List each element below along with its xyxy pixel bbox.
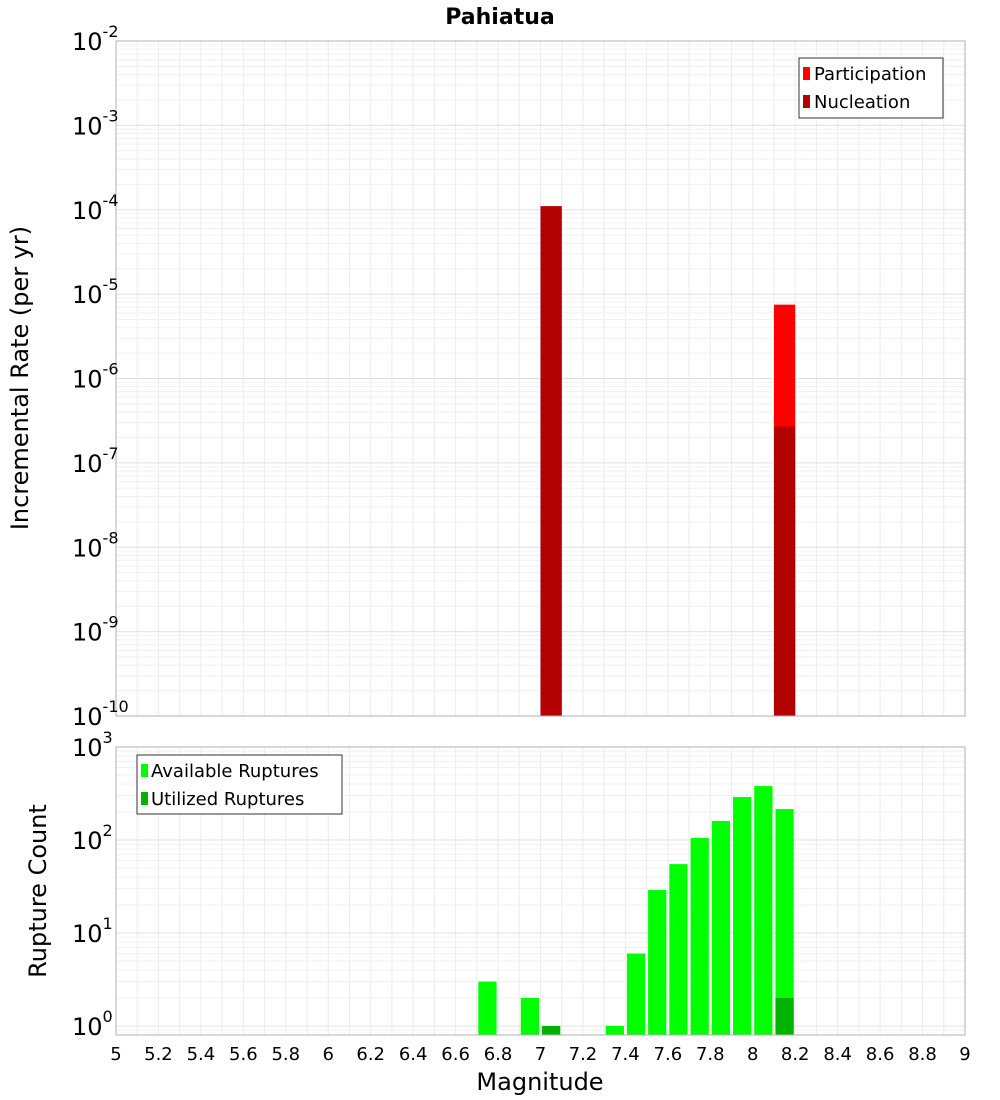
bottom-bar-series1 [669, 864, 688, 1035]
top-bar-series2 [773, 426, 796, 716]
x-tick-label: 7.2 [569, 1044, 598, 1065]
x-tick-label: 5.4 [187, 1044, 216, 1065]
top-legend: Participation Nucleation [798, 57, 944, 119]
chart-title: Pahiatua [445, 5, 554, 30]
bottom-bar-series1 [648, 889, 667, 1035]
x-tick-label: 8 [747, 1044, 758, 1065]
x-tick-label: 8.6 [866, 1044, 895, 1065]
top-y-tick-label: 10-4 [72, 191, 119, 225]
top-bars [540, 206, 796, 716]
x-tick-label: 7.8 [696, 1044, 725, 1065]
x-tick-label: 6.6 [441, 1044, 470, 1065]
bottom-plot-frame [115, 746, 966, 1036]
legend-label-utilized: Utilized Ruptures [151, 789, 304, 810]
x-tick-label: 6 [323, 1044, 334, 1065]
bottom-bar-series1 [520, 997, 539, 1035]
top-y-tick-label: 10-9 [72, 613, 119, 647]
x-tick-label: 6.8 [484, 1044, 513, 1065]
bottom-bar-series2 [542, 1025, 561, 1035]
bottom-bar-series1 [626, 953, 646, 1035]
legend-swatch-nucleation [803, 95, 810, 108]
bottom-bar-series1 [711, 821, 731, 1035]
bottom-bar-series1 [690, 838, 709, 1035]
x-tick-label: 7 [535, 1044, 546, 1065]
bottom-y-tick-label: 102 [72, 821, 113, 855]
top-legend-box [798, 57, 944, 119]
bottom-y-axis-label: Rupture Count [24, 804, 52, 978]
top-y-tick-label: 10-10 [72, 697, 129, 731]
bottom-bar-series1 [754, 786, 773, 1035]
top-y-axis-label: Incremental Rate (per yr) [6, 226, 34, 530]
legend-swatch-utilized [141, 792, 148, 805]
legend-swatch-available [141, 764, 148, 777]
x-tick-label: 5.6 [229, 1044, 258, 1065]
x-tick-label: 6.4 [399, 1044, 428, 1065]
x-tick-label: 8.8 [908, 1044, 937, 1065]
bottom-bar-series1 [733, 796, 752, 1035]
x-tick-label: 5.8 [271, 1044, 300, 1065]
legend-label-available: Available Ruptures [151, 761, 319, 782]
x-tick-label: 8.4 [823, 1044, 852, 1065]
bottom-y-tick-labels: 100 101 102 103 [72, 728, 113, 1041]
top-y-tick-label: 10-5 [72, 275, 119, 309]
bottom-y-tick-label: 101 [72, 914, 113, 948]
bottom-bars [478, 786, 794, 1035]
top-y-tick-label: 10-6 [72, 360, 119, 394]
bottom-legend: Available Ruptures Utilized Ruptures [136, 754, 343, 815]
x-tick-label: 9 [959, 1044, 970, 1065]
x-tick-label: 8.2 [781, 1044, 810, 1065]
top-y-tick-labels: 10-10 10-9 10-8 10-7 10-6 10-5 10-4 10-3 10-2 [72, 22, 129, 731]
top-y-tick-label: 10-3 [72, 106, 119, 140]
bottom-bar-series1 [605, 1025, 624, 1035]
bottom-legend-box [136, 754, 343, 815]
x-tick-label: 5.2 [144, 1044, 173, 1065]
top-bar-series2 [540, 206, 562, 716]
x-tick-labels: 5 5.2 5.4 5.6 5.8 6 6.2 6.4 6.6 6.8 7 7.2 7.4 7.6 7.8 8… [110, 1044, 970, 1065]
bottom-bar-series1 [478, 981, 497, 1035]
legend-label-nucleation: Nucleation [814, 92, 910, 113]
bottom-bar-series2 [775, 997, 794, 1035]
bottom-bar-series1 [775, 809, 794, 1035]
bottom-y-tick-label: 103 [72, 728, 113, 762]
x-tick-label: 7.6 [654, 1044, 683, 1065]
x-axis-label: Magnitude [476, 1068, 603, 1096]
legend-swatch-participation [803, 67, 810, 80]
x-tick-label: 6.2 [356, 1044, 385, 1065]
top-y-tick-label: 10-2 [72, 22, 119, 56]
x-tick-label: 5 [110, 1044, 121, 1065]
bottom-y-tick-label: 100 [72, 1007, 113, 1041]
top-plot-frame [115, 40, 966, 717]
top-y-tick-label: 10-8 [72, 528, 119, 562]
legend-label-participation: Participation [814, 64, 926, 85]
x-tick-label: 7.4 [611, 1044, 640, 1065]
top-y-tick-label: 10-7 [72, 444, 119, 478]
